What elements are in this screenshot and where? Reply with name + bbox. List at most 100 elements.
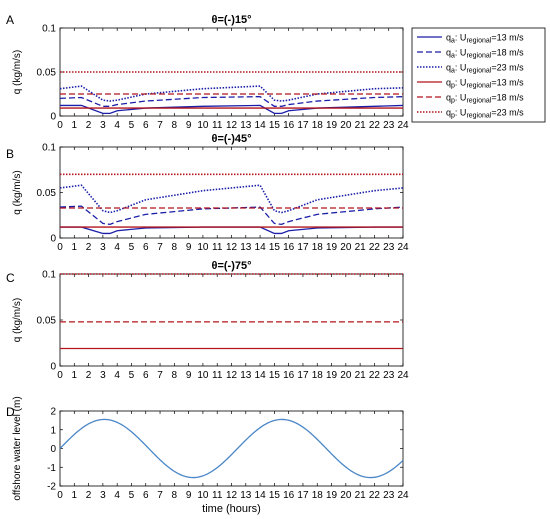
y-tick-label: 0.1 — [42, 143, 56, 154]
panel-D: D0 1 2 3 4 5 6 7 8 9 10 11 12 13 14 15 16 17 18 19 20 21 22 23 2… — [6, 396, 409, 515]
x-tick-label: 15 — [269, 490, 281, 501]
y-tick-label: 0.05 — [37, 68, 57, 79]
x-tick-label: 18 — [312, 242, 324, 253]
x-tick-label: 13 — [240, 120, 252, 131]
legend-regional: regional — [466, 98, 491, 105]
x-tick-label: 8 — [172, 370, 178, 381]
x-tick-label: 16 — [283, 370, 295, 381]
x-tick-label: 4 — [114, 490, 120, 501]
x-tick-label: 5 — [129, 370, 135, 381]
x-tick-label: 17 — [297, 490, 309, 501]
panel-letter: A — [6, 13, 14, 27]
x-tick-label: 1 — [72, 490, 78, 501]
y-tick-label: -1 — [47, 463, 56, 474]
x-tick-label: 22 — [369, 490, 381, 501]
x-tick-label: 21 — [355, 242, 367, 253]
legend-value: =18 m/s — [491, 48, 524, 58]
x-tick-label: 4 — [114, 242, 120, 253]
x-tick-label: 23 — [383, 370, 395, 381]
legend-sub: a — [451, 38, 455, 45]
legend-entry: qa: Uregional=13 m/s — [417, 33, 524, 45]
x-tick-label: 10 — [197, 120, 209, 131]
x-tick-label: 7 — [157, 370, 163, 381]
x-tick-label: 9 — [186, 242, 192, 253]
x-tick-label: 12 — [226, 120, 238, 131]
x-tick-label: 20 — [340, 490, 352, 501]
y-axis-label: q (kg/m/s) — [12, 50, 23, 94]
x-tick-label: 12 — [226, 242, 238, 253]
x-tick-label: 21 — [355, 370, 367, 381]
x-tick-label: 9 — [186, 490, 192, 501]
legend-regional: regional — [466, 113, 491, 120]
x-tick-label: 22 — [369, 242, 381, 253]
x-tick-label: 6 — [143, 120, 149, 131]
x-tick-label: 15 — [269, 120, 281, 131]
y-tick-label: -2 — [47, 482, 56, 493]
x-tick-label: 23 — [383, 242, 395, 253]
x-tick-label: 7 — [157, 490, 163, 501]
x-tick-label: 20 — [340, 120, 352, 131]
chart-title: θ=(-)15° — [212, 14, 252, 26]
legend-value: =23 m/s — [491, 63, 524, 73]
x-tick-label: 3 — [100, 120, 106, 131]
plot-frame — [59, 410, 404, 487]
x-tick-label: 14 — [255, 370, 267, 381]
legend-u: : U — [455, 93, 467, 103]
legend-q: q — [446, 78, 451, 88]
legend-entry: qp: Uregional=23 m/s — [417, 108, 524, 120]
legend-sub: a — [451, 68, 455, 75]
x-tick-label: 22 — [369, 120, 381, 131]
x-tick-label: 5 — [129, 120, 135, 131]
x-tick-label: 16 — [283, 490, 295, 501]
y-tick-label: 2 — [50, 407, 56, 418]
legend-u: : U — [455, 48, 467, 58]
series-line — [59, 184, 404, 214]
x-tick-label: 15 — [269, 242, 281, 253]
plot-frame — [59, 273, 404, 367]
x-tick-label: 23 — [383, 120, 395, 131]
x-tick-label: 8 — [172, 120, 178, 131]
legend-q: q — [446, 33, 451, 43]
chart-title: θ=(-)45° — [212, 133, 252, 145]
x-tick-label: 6 — [143, 370, 149, 381]
x-tick-label: 3 — [100, 490, 106, 501]
x-tick-label: 17 — [297, 242, 309, 253]
x-axis-label: time (hours) — [202, 503, 261, 515]
x-tick-label: 5 — [129, 242, 135, 253]
x-tick-label: 12 — [226, 490, 238, 501]
panel-letter: D — [6, 405, 15, 419]
legend-regional: regional — [466, 38, 491, 45]
x-tick-label: 13 — [240, 490, 252, 501]
x-tick-label: 4 — [114, 370, 120, 381]
legend-label: qa: Uregional=23 m/s — [446, 63, 524, 75]
panel-C: Cθ=(-)75°0 1 2 3 4 5 6 7 8 9 10 11 12 13 14 15 16 17 18 19 2… — [6, 260, 409, 381]
x-tick-label: 2 — [86, 120, 92, 131]
x-tick-label: 19 — [326, 120, 338, 131]
legend-sub: p — [451, 83, 455, 90]
legend-sub: a — [451, 53, 455, 60]
legend-sub: p — [451, 98, 455, 105]
x-tick-label: 24 — [397, 370, 409, 381]
legend-box — [411, 27, 546, 123]
x-tick-label: 16 — [283, 120, 295, 131]
x-tick-label: 24 — [397, 120, 409, 131]
x-tick-label: 15 — [269, 370, 281, 381]
legend-value: =13 m/s — [491, 33, 524, 43]
x-tick-label: 18 — [312, 120, 324, 131]
legend-u: : U — [455, 33, 467, 43]
x-tick-label: 11 — [212, 120, 223, 131]
y-axis-label: q (kg/m/s) — [12, 170, 23, 214]
legend-entry: qa: Uregional=23 m/s — [417, 63, 524, 75]
legend-q: q — [446, 93, 451, 103]
x-tick-label: 10 — [197, 370, 209, 381]
x-tick-label: 11 — [212, 242, 223, 253]
x-tick-label: 0 — [57, 490, 63, 501]
x-tick-label: 19 — [326, 242, 338, 253]
x-tick-label: 0 — [57, 242, 63, 253]
series-line — [59, 418, 404, 479]
legend-entry: qp: Uregional=13 m/s — [417, 78, 524, 90]
x-tick-label: 12 — [226, 370, 238, 381]
x-tick-label: 22 — [369, 370, 381, 381]
